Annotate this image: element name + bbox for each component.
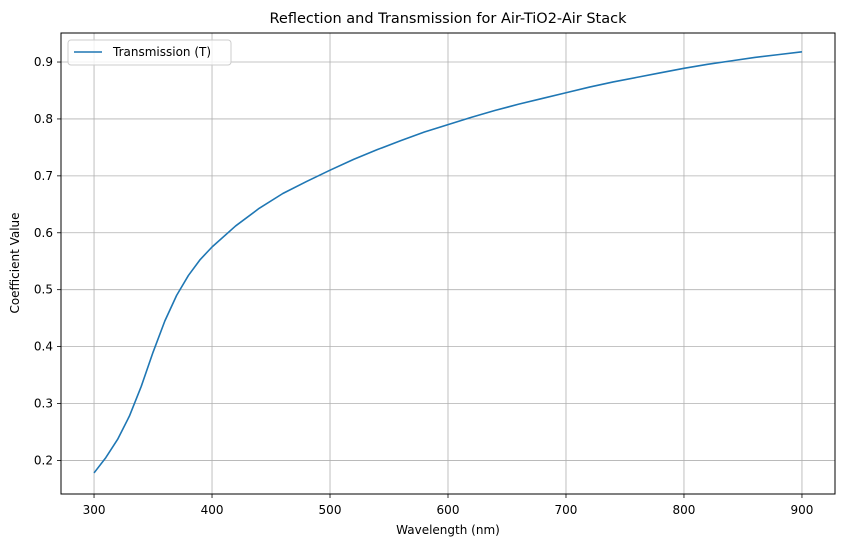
legend: Transmission (T): [67, 39, 232, 66]
grid: [61, 33, 835, 494]
y-tick-label: 0.8: [34, 112, 53, 126]
x-tick-label: 400: [201, 503, 224, 517]
x-tick-label: 900: [791, 503, 814, 517]
series-layer: [93, 50, 803, 474]
y-tick-label: 0.5: [34, 283, 53, 297]
x-tick-label: 500: [319, 503, 342, 517]
legend-box: [67, 39, 232, 66]
chart-title: Reflection and Transmission for Air-TiO2…: [269, 11, 627, 27]
y-axis-label: Coefficient Value: [8, 212, 22, 313]
x-axis-label: Wavelength (nm): [396, 523, 500, 537]
x-axis: 300 400 500 600 700 800 900: [83, 494, 814, 517]
y-axis: 0.2 0.3 0.4 0.5 0.6 0.7 0.8 0.9: [34, 55, 61, 467]
y-tick-label: 0.4: [34, 340, 53, 354]
y-tick-label: 0.9: [34, 55, 53, 69]
y-tick-label: 0.7: [34, 169, 53, 183]
x-tick-label: 700: [555, 503, 578, 517]
x-tick-label: 300: [83, 503, 106, 517]
x-tick-label: 800: [673, 503, 696, 517]
plot-frame: [60, 32, 836, 495]
y-tick-label: 0.6: [34, 226, 53, 240]
y-tick-label: 0.3: [34, 397, 53, 411]
y-tick-label: 0.2: [34, 453, 53, 467]
legend-label: Transmission (T): [112, 45, 211, 59]
series-line-transmission: [93, 50, 803, 474]
x-tick-label: 600: [437, 503, 460, 517]
